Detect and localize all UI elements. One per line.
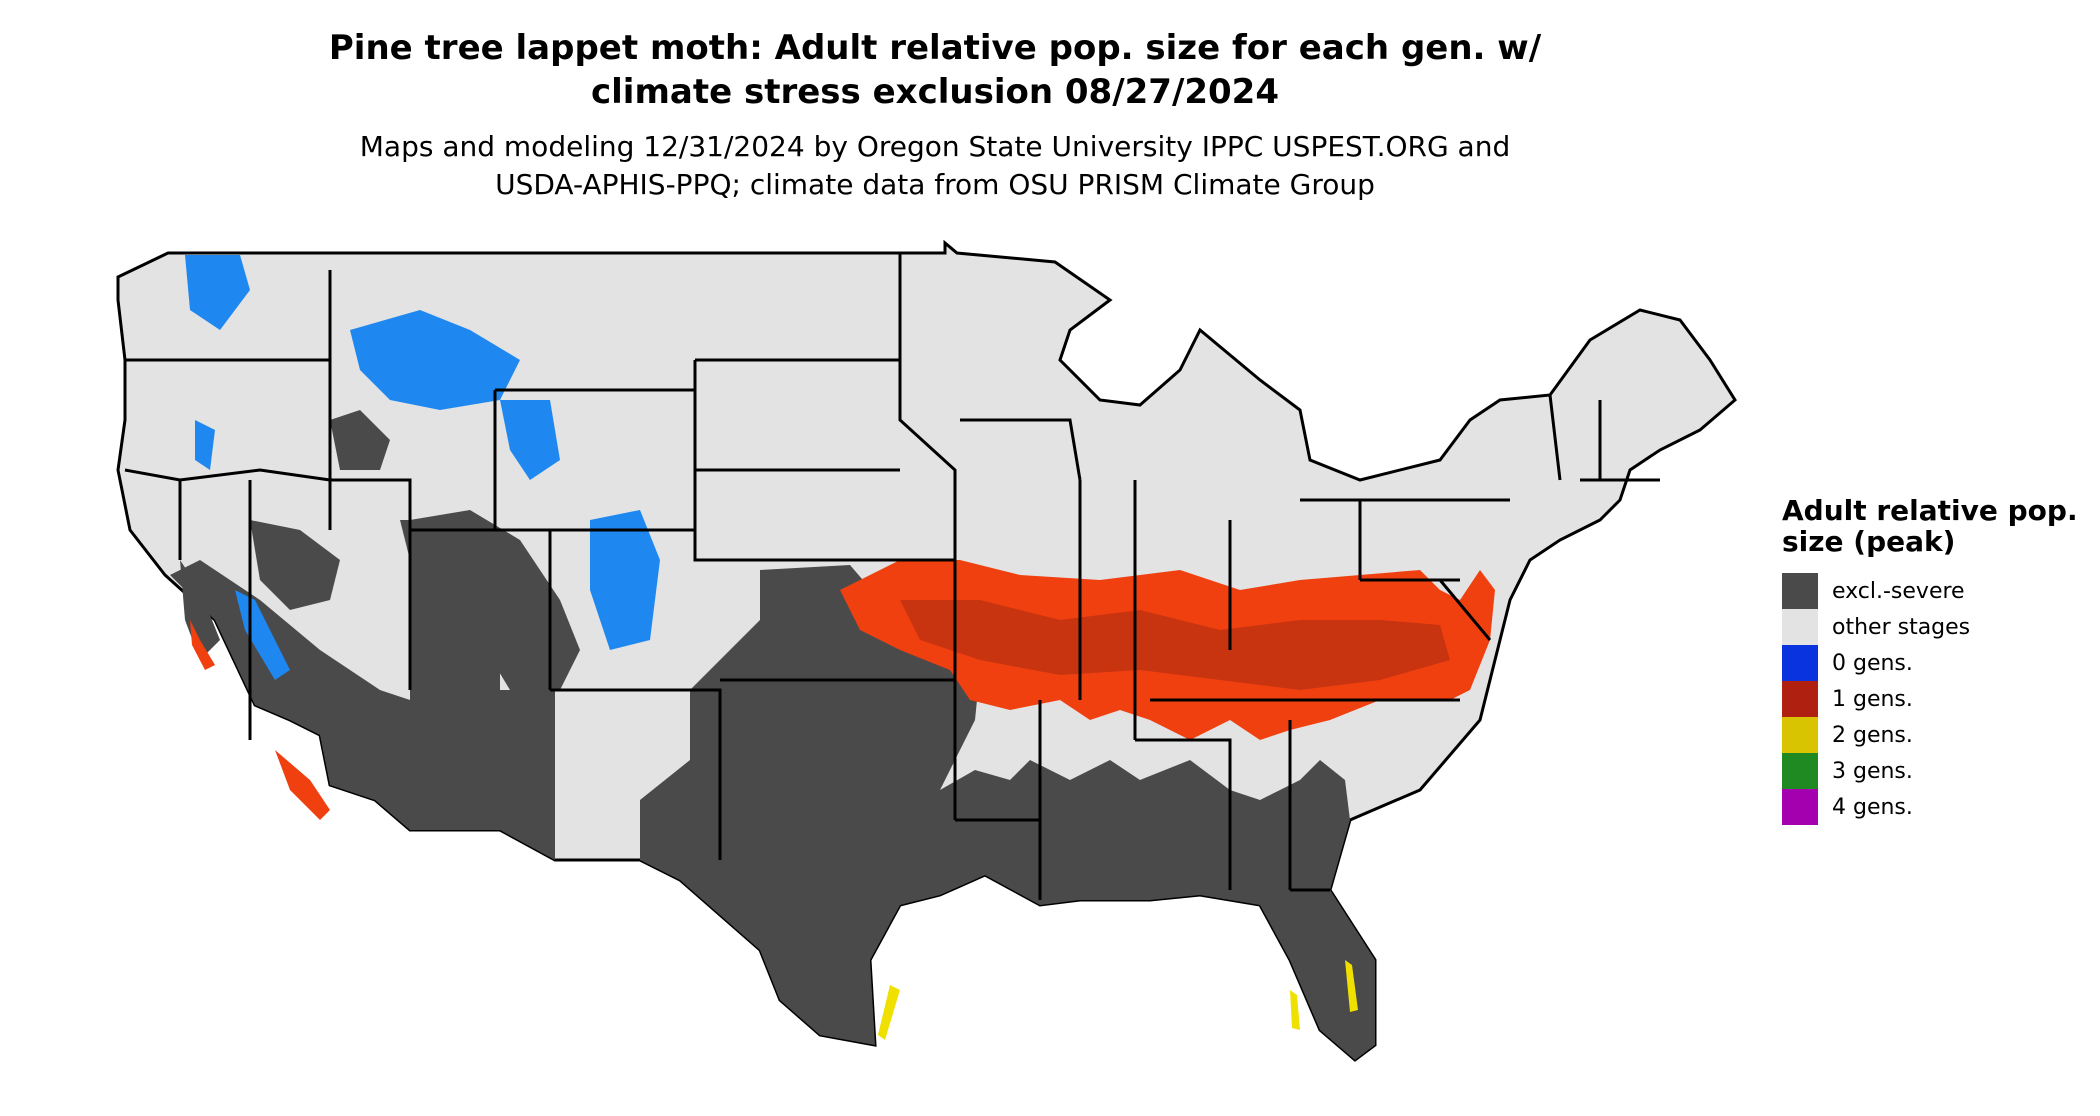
zero-gens-washington: [185, 255, 250, 330]
legend-item-4-gens: 4 gens.: [1782, 789, 2082, 825]
one-gen-central-dark: [900, 600, 1450, 690]
excluded-region-great-basin: [410, 510, 580, 690]
legend-item-2-gens: 2 gens.: [1782, 717, 2082, 753]
legend-item-1-gens: 1 gens.: [1782, 681, 2082, 717]
zero-gens-rockies-north: [350, 310, 520, 410]
map-legend: Adult relative pop. size (peak) excl.-se…: [1782, 495, 2082, 825]
two-gens-florida-west: [1290, 990, 1300, 1030]
legend-swatch: [1782, 609, 1818, 645]
map-subtitle: Maps and modeling 12/31/2024 by Oregon S…: [0, 128, 1870, 204]
legend-swatch: [1782, 645, 1818, 681]
legend-items: excl.-severe other stages 0 gens. 1 gens…: [1782, 573, 2082, 825]
two-gens-texas-coast: [878, 985, 900, 1040]
legend-item-excl-severe: excl.-severe: [1782, 573, 2082, 609]
legend-swatch: [1782, 573, 1818, 609]
subtitle-line-1: Maps and modeling 12/31/2024 by Oregon S…: [359, 130, 1511, 163]
excluded-region-oklahoma: [760, 565, 880, 640]
us-map: [116, 239, 1737, 1062]
legend-label: excl.-severe: [1832, 578, 1965, 604]
legend-item-other-stages: other stages: [1782, 609, 2082, 645]
one-gen-california-coast: [190, 620, 215, 670]
excluded-region-south: [640, 570, 1375, 1060]
legend-label: other stages: [1832, 614, 1971, 640]
legend-label: 1 gens.: [1832, 686, 1913, 712]
title-line-2: climate stress exclusion 08/27/2024: [590, 72, 1279, 112]
zero-gens-oregon: [195, 420, 215, 470]
legend-swatch: [1782, 789, 1818, 825]
legend-item-3-gens: 3 gens.: [1782, 753, 2082, 789]
legend-label: 0 gens.: [1832, 650, 1913, 676]
excluded-region-idaho: [330, 410, 390, 470]
legend-label: 2 gens.: [1832, 722, 1913, 748]
legend-swatch: [1782, 753, 1818, 789]
legend-label: 4 gens.: [1832, 794, 1913, 820]
legend-swatch: [1782, 717, 1818, 753]
map-title: Pine tree lappet moth: Adult relative po…: [0, 26, 1870, 114]
excluded-region-cascades: [180, 560, 220, 660]
legend-label: 3 gens.: [1832, 758, 1913, 784]
title-line-1: Pine tree lappet moth: Adult relative po…: [328, 28, 1542, 68]
zero-gens-colorado: [590, 510, 660, 650]
legend-title: Adult relative pop. size (peak): [1782, 494, 2078, 558]
state-borders: [124, 253, 1660, 900]
two-gens-florida-east: [1345, 960, 1358, 1012]
legend-swatch: [1782, 681, 1818, 717]
excluded-region-nevada: [250, 520, 340, 610]
one-gen-socal: [275, 750, 330, 820]
subtitle-line-2: USDA-APHIS-PPQ; climate data from OSU PR…: [495, 168, 1375, 201]
legend-item-0-gens: 0 gens.: [1782, 645, 2082, 681]
zero-gens-wyoming: [500, 400, 560, 480]
